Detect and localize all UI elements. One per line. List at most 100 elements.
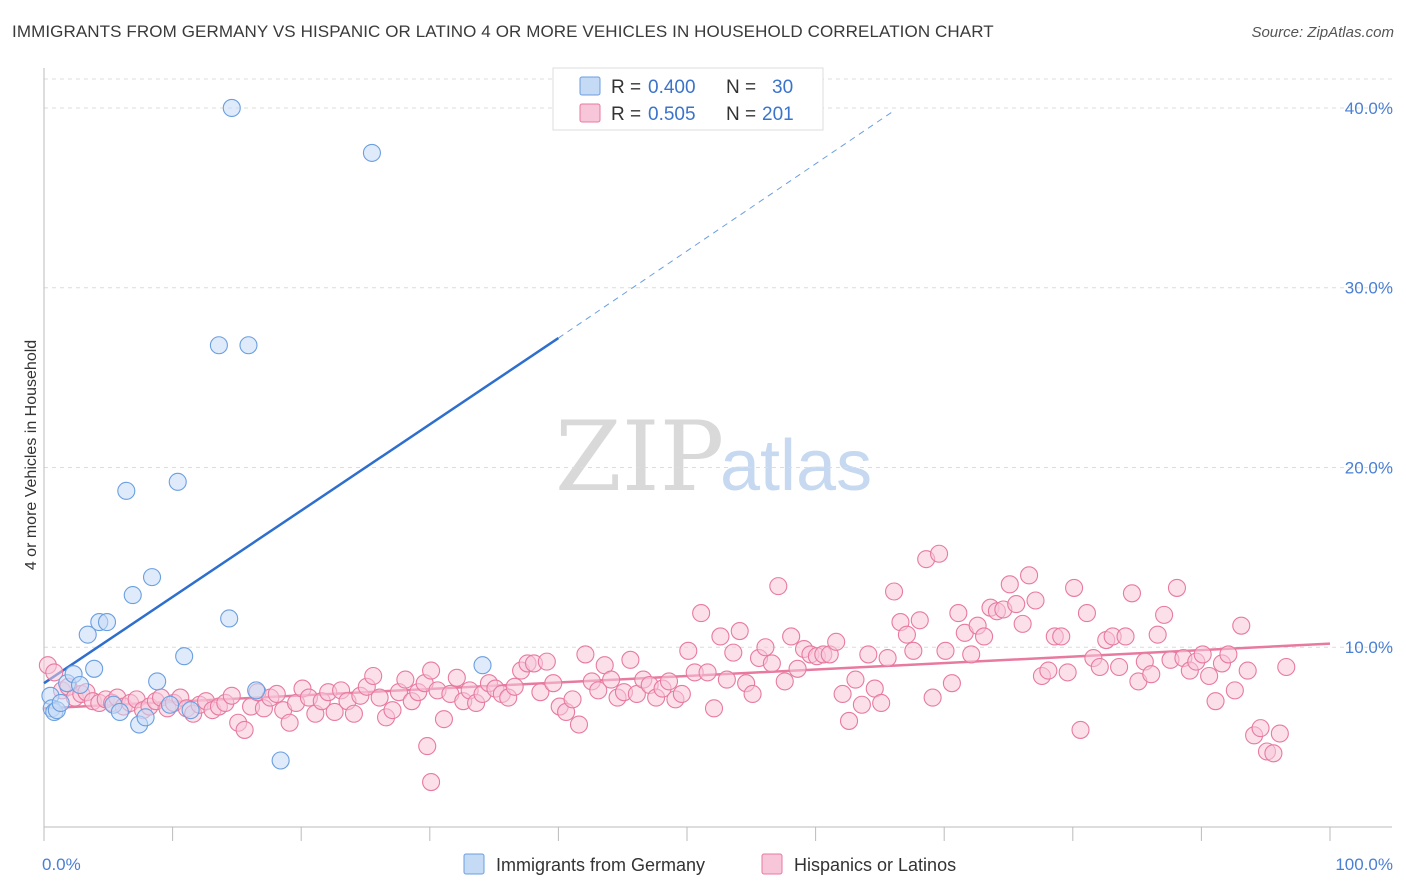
point-hispanic-138 [910,611,929,630]
point-germany-15 [123,586,142,605]
point-hispanic-93 [621,650,640,669]
point-hispanic-126 [833,684,852,704]
point-hispanic-64 [447,668,466,687]
legend-r-label-germany: R = [611,77,646,98]
point-hispanic-88 [589,681,608,700]
point-hispanic-186 [1219,645,1238,664]
point-hispanic-110 [730,622,749,641]
point-germany-27 [239,336,258,355]
legend-n-value-germany: 30 [772,77,793,98]
bottom-legend-swatch-germany [463,853,485,875]
point-hispanic-189 [1238,661,1257,680]
point-germany-7 [70,675,90,695]
legend-r-value-germany: 0.400 [648,77,696,98]
point-hispanic-52 [370,688,389,707]
point-hispanic-174 [1142,665,1161,684]
point-hispanic-175 [1148,625,1167,644]
point-hispanic-153 [1007,595,1026,614]
point-hispanic-45 [325,702,344,722]
point-germany-14 [117,481,136,500]
point-hispanic-183 [1200,666,1219,686]
trend-line-germany [43,337,560,685]
watermark-zip: ZIP [555,401,724,513]
point-hispanic-166 [1090,657,1109,677]
point-hispanic-116 [769,577,788,596]
point-germany-23 [181,701,200,720]
point-germany-9 [85,659,104,678]
point-hispanic-31 [235,720,254,739]
point-hispanic-1 [45,663,64,682]
source-label: Source: ZipAtlas.com [1251,24,1394,41]
point-germany-29 [271,751,290,770]
point-hispanic-171 [1122,584,1142,603]
bottom-legend-swatch-hispanic [761,853,783,875]
point-germany-21 [168,472,187,491]
point-hispanic-125 [827,632,846,651]
bottom-legend-label-hispanic: Hispanics or Latinos [794,855,956,875]
point-germany-28 [247,681,266,700]
point-germany-22 [175,647,194,666]
point-hispanic-54 [383,701,402,720]
point-hispanic-187 [1225,681,1244,700]
point-hispanic-134 [884,582,904,601]
point-hispanic-62 [434,710,453,729]
point-germany-17 [136,708,155,727]
point-hispanic-84 [418,737,437,756]
point-hispanic-142 [936,641,955,660]
watermark-atlas: atlas [720,426,872,506]
point-hispanic-132 [872,693,891,713]
point-hispanic-193 [1264,744,1283,763]
point-hispanic-117 [775,672,794,691]
point-hispanic-105 [698,663,717,682]
point-hispanic-163 [1071,720,1090,739]
point-germany-11 [97,613,117,632]
point-hispanic-164 [1077,604,1096,623]
point-germany-30 [362,143,381,162]
point-hispanic-195 [1277,657,1296,677]
point-hispanic-146 [962,645,981,664]
point-germany-31 [473,656,492,675]
legend: R = 0.400 N = 30 R = 0.505 N = 201 [552,67,824,131]
y-tick-label-3: 40.0% [1345,99,1393,118]
scatter-points [38,98,1296,792]
point-hispanic-78 [537,652,556,671]
axis-ticks: 10.0% 20.0% 30.0% 40.0% 0.0% 100.0% [42,99,1393,874]
point-hispanic-143 [942,674,961,693]
point-hispanic-38 [280,713,299,732]
legend-n-label-germany: N = [726,77,761,98]
point-hispanic-73 [505,677,524,696]
point-hispanic-112 [743,684,762,704]
point-hispanic-160 [1052,627,1071,646]
point-hispanic-85 [422,773,441,792]
point-hispanic-107 [711,627,730,646]
trend-line-germany-extension [558,111,894,339]
point-hispanic-101 [672,684,691,704]
point-hispanic-158 [1039,661,1058,680]
point-hispanic-170 [1116,627,1135,646]
point-hispanic-169 [1110,657,1129,677]
point-germany-26 [222,98,241,118]
point-hispanic-109 [724,643,743,662]
bottom-legend-label-germany: Immigrants from Germany [496,855,705,875]
point-hispanic-152 [1000,575,1019,594]
point-hispanic-56 [396,670,415,689]
point-hispanic-162 [1065,578,1084,597]
point-hispanic-115 [762,654,781,673]
point-germany-19 [148,672,167,691]
point-hispanic-102 [679,641,698,660]
point-hispanic-176 [1155,605,1174,624]
point-hispanic-79 [544,674,563,693]
y-tick-label-1: 20.0% [1345,458,1393,477]
point-hispanic-191 [1251,719,1270,738]
legend-swatch-germany [579,76,601,96]
point-hispanic-118 [782,627,801,646]
point-hispanic-141 [930,544,949,563]
point-hispanic-184 [1206,692,1225,711]
point-hispanic-108 [717,670,736,689]
legend-n-label-hispanic: N = [726,104,761,125]
y-axis-label: 4 or more Vehicles in Household [23,340,40,570]
point-hispanic-156 [1026,591,1045,610]
point-hispanic-60 [422,661,441,680]
point-hispanic-188 [1232,616,1251,635]
